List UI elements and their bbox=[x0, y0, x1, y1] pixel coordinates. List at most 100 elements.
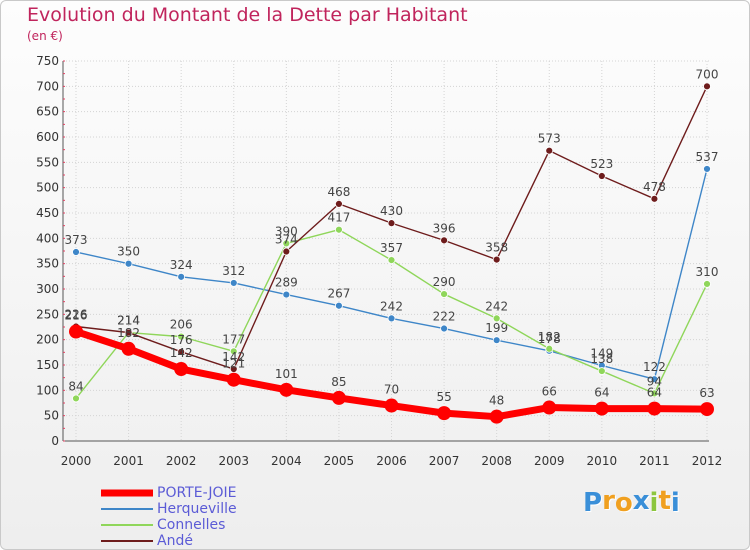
data-label: 350 bbox=[117, 245, 140, 259]
data-point bbox=[700, 402, 714, 417]
data-label: 374 bbox=[275, 233, 298, 247]
data-label: 700 bbox=[696, 67, 719, 81]
data-label: 396 bbox=[433, 221, 456, 235]
data-point bbox=[650, 389, 659, 398]
data-point bbox=[72, 394, 80, 403]
data-point bbox=[124, 259, 133, 268]
data-label: 267 bbox=[327, 287, 350, 301]
data-label: 214 bbox=[117, 314, 140, 328]
data-label: 70 bbox=[384, 383, 399, 397]
x-tick-label: 2009 bbox=[534, 454, 565, 468]
data-label: 84 bbox=[68, 379, 83, 393]
data-label: 216 bbox=[65, 309, 88, 323]
data-point bbox=[335, 301, 343, 310]
x-tick-label: 2006 bbox=[376, 454, 407, 468]
data-label: 523 bbox=[590, 157, 613, 171]
logo-letter: i bbox=[670, 488, 680, 518]
data-label: 182 bbox=[117, 326, 140, 340]
data-label: 199 bbox=[485, 321, 508, 335]
x-tick-label: 2011 bbox=[639, 454, 670, 468]
data-label: 290 bbox=[433, 275, 456, 289]
data-point bbox=[177, 272, 186, 281]
data-point bbox=[440, 324, 448, 333]
logo-letter: P bbox=[583, 488, 603, 518]
data-point bbox=[703, 280, 711, 288]
logo-letter: o bbox=[614, 488, 633, 518]
data-label: 242 bbox=[380, 299, 403, 313]
y-tick-label: 550 bbox=[36, 155, 59, 169]
chart-subtitle: (en €) bbox=[27, 29, 63, 43]
data-label: 64 bbox=[647, 386, 662, 400]
data-point bbox=[387, 256, 396, 265]
x-tick-label: 2010 bbox=[587, 454, 618, 468]
y-tick-label: 450 bbox=[36, 206, 59, 220]
data-label: 430 bbox=[380, 204, 403, 218]
data-label: 149 bbox=[590, 347, 613, 361]
y-tick-label: 500 bbox=[36, 181, 59, 195]
data-label: 63 bbox=[699, 386, 714, 400]
data-point bbox=[229, 347, 238, 356]
data-point bbox=[69, 324, 83, 339]
logo-letter: x bbox=[632, 486, 650, 516]
data-point bbox=[440, 236, 448, 245]
data-label: 94 bbox=[647, 374, 662, 388]
legend-label: Herqueville bbox=[157, 501, 237, 517]
data-point bbox=[226, 372, 241, 387]
data-point bbox=[647, 401, 662, 416]
data-label: 121 bbox=[222, 357, 245, 371]
data-label: 85 bbox=[331, 375, 346, 389]
y-tick-label: 700 bbox=[36, 79, 59, 93]
data-point bbox=[650, 194, 659, 203]
x-tick-label: 2007 bbox=[429, 454, 460, 468]
x-tick-label: 2001 bbox=[113, 454, 144, 468]
y-tick-label: 250 bbox=[36, 307, 59, 321]
data-label: 417 bbox=[327, 211, 350, 225]
data-point bbox=[597, 367, 606, 375]
legend-label: Connelles bbox=[157, 517, 226, 533]
data-label: 122 bbox=[643, 360, 666, 374]
data-label: 373 bbox=[65, 233, 88, 247]
y-tick-label: 650 bbox=[36, 105, 59, 119]
data-point bbox=[282, 290, 291, 299]
data-label: 138 bbox=[590, 352, 613, 366]
data-point bbox=[650, 375, 659, 384]
y-tick-label: 150 bbox=[36, 358, 59, 372]
data-point bbox=[387, 314, 396, 323]
data-label: 324 bbox=[170, 258, 193, 272]
data-label: 101 bbox=[275, 367, 298, 381]
data-label: 214 bbox=[117, 314, 140, 328]
data-label: 478 bbox=[643, 180, 666, 194]
x-tick-label: 2002 bbox=[166, 454, 197, 468]
data-label: 182 bbox=[538, 330, 561, 344]
legend-item: PORTE-JOIE bbox=[101, 485, 281, 501]
y-tick-label: 400 bbox=[36, 231, 59, 245]
legend-swatch bbox=[101, 524, 153, 526]
data-label: 176 bbox=[170, 333, 193, 347]
logo-letter: i bbox=[649, 488, 659, 518]
data-label: 48 bbox=[489, 394, 504, 408]
data-point bbox=[489, 409, 504, 424]
data-point bbox=[542, 400, 557, 415]
y-tick-label: 750 bbox=[36, 54, 59, 68]
data-point bbox=[229, 365, 238, 373]
x-tick-label: 2004 bbox=[271, 454, 302, 468]
data-point bbox=[594, 401, 609, 416]
data-point bbox=[387, 219, 396, 228]
x-tick-label: 2000 bbox=[61, 454, 92, 468]
data-label: 573 bbox=[538, 132, 561, 146]
chart-title: Evolution du Montant de la Dette par Hab… bbox=[27, 4, 468, 26]
y-tick-label: 600 bbox=[36, 130, 59, 144]
data-label: 242 bbox=[485, 299, 508, 313]
legend-label: PORTE-JOIE bbox=[157, 485, 237, 501]
data-point bbox=[440, 290, 448, 298]
data-label: 357 bbox=[380, 241, 403, 255]
data-label: 177 bbox=[222, 332, 245, 346]
data-point bbox=[492, 336, 501, 345]
x-tick-label: 2005 bbox=[324, 454, 355, 468]
data-label: 358 bbox=[485, 241, 508, 255]
data-label: 310 bbox=[696, 265, 719, 279]
y-tick-label: 100 bbox=[36, 383, 59, 397]
data-label: 390 bbox=[275, 224, 298, 238]
